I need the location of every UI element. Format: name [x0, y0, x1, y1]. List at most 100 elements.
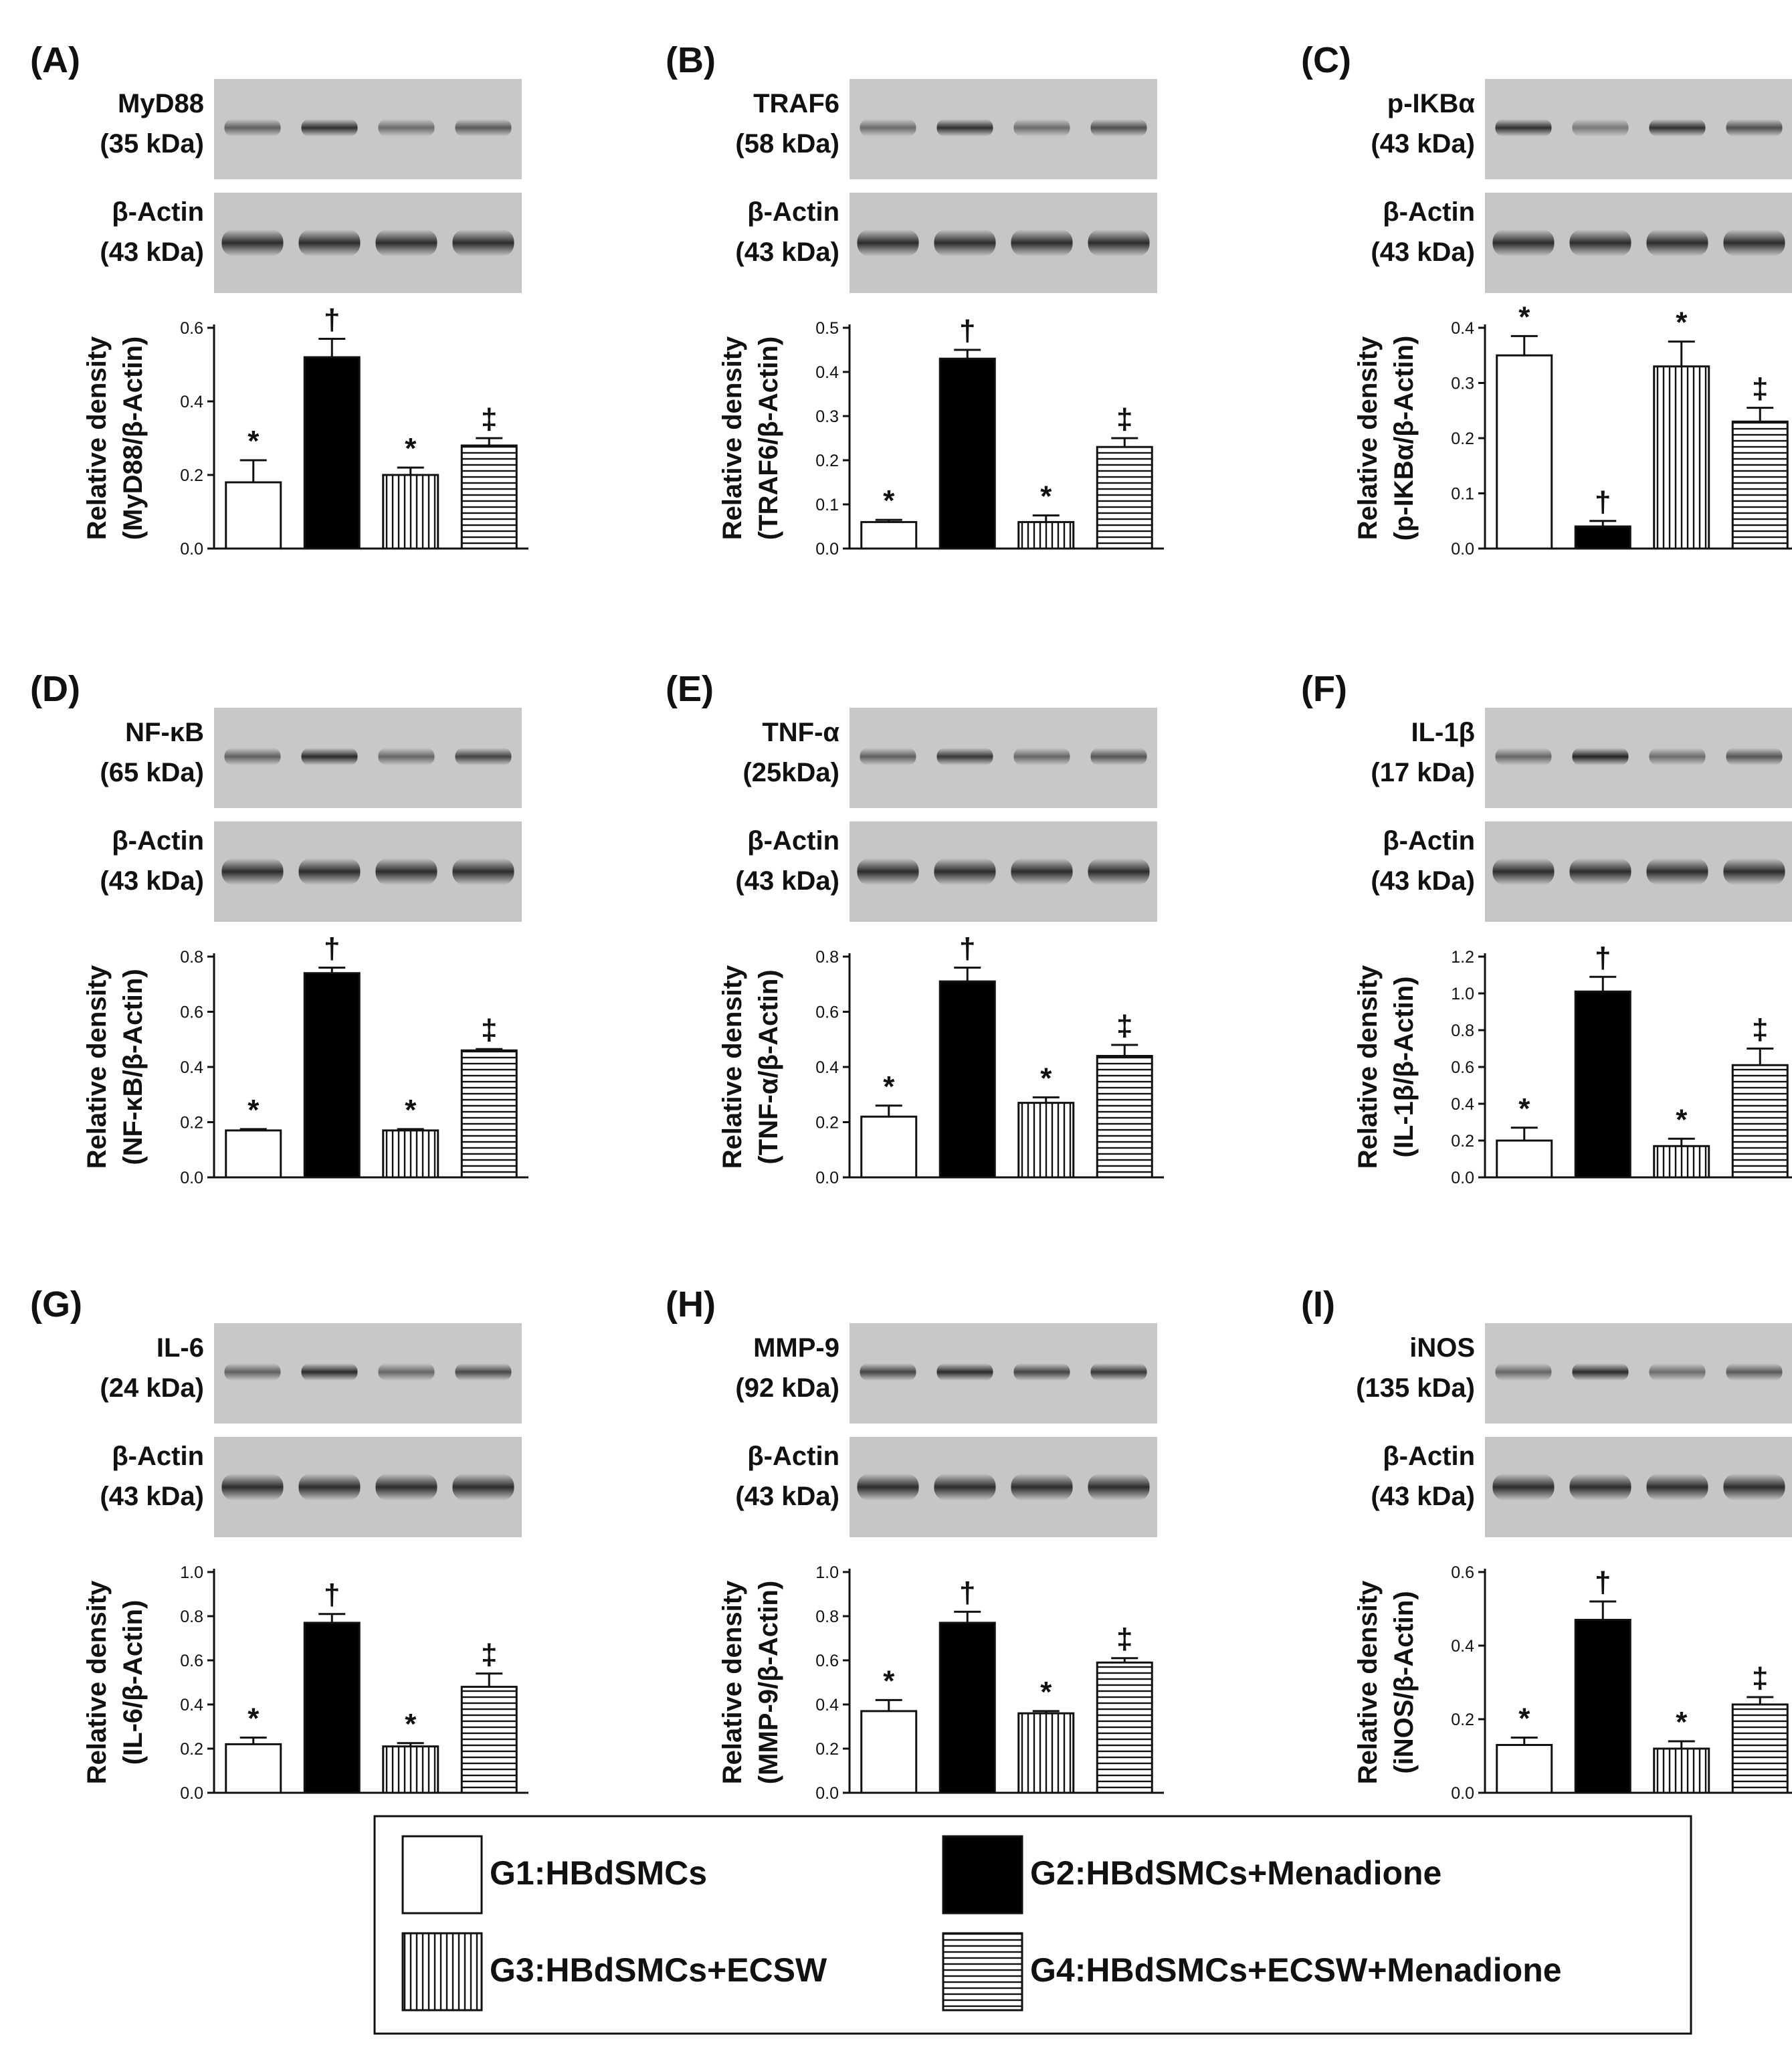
y-tick-label: 0.2 [815, 1114, 839, 1133]
actin-kda: (43 kDa) [100, 1482, 204, 1511]
significance-mark: ‡ [481, 1013, 497, 1046]
bar-g1 [225, 1743, 282, 1794]
bar-g3 [382, 474, 439, 550]
target-band [455, 748, 512, 765]
bar-g4 [460, 1049, 518, 1179]
significance-mark: * [405, 432, 417, 465]
bar-g2 [938, 357, 996, 550]
target-band [936, 119, 993, 136]
target-band [224, 119, 281, 136]
actin-band [221, 229, 284, 256]
significance-mark: * [1040, 1676, 1052, 1708]
actin-band [857, 1474, 919, 1500]
y-tick-label: 0.0 [815, 540, 839, 559]
protein-kda: (25kDa) [742, 758, 839, 787]
significance-mark: † [959, 933, 975, 965]
target-band [1726, 748, 1783, 765]
y-tick-label: 0.0 [180, 1784, 203, 1803]
significance-mark: * [247, 1702, 260, 1735]
bar-g1 [860, 1710, 918, 1794]
legend-label-g2: G2:HBdSMCs+Menadione [1030, 1854, 1441, 1892]
y-tick-label: 0.6 [1451, 1058, 1474, 1077]
y-axis-subtitle: (NF-κB/β-Actin) [118, 969, 148, 1165]
chart-panel-4: (D) NF-κB (65 kDa) β-Actin (43 kDa) 0.0 0.2 0.4… [30, 669, 528, 1187]
y-axis-title: Relative density [1353, 336, 1383, 540]
y-tick-label: 1.0 [815, 1563, 839, 1582]
actin-band [221, 858, 284, 885]
panel-label: (F) [1301, 669, 1347, 709]
y-axis-title: Relative density [1353, 965, 1383, 1169]
target-band [378, 119, 435, 136]
target-band [1495, 748, 1552, 765]
target-band [936, 748, 993, 765]
target-band [1649, 1363, 1706, 1381]
target-band [860, 748, 916, 765]
bar-g2 [303, 972, 361, 1179]
bar-g4 [1096, 1661, 1153, 1794]
legend-label-g4: G4:HBdSMCs+ECSW+Menadione [1030, 1951, 1562, 1989]
y-tick-label: 0.6 [815, 1652, 839, 1670]
actin-name: β-Actin [112, 826, 204, 856]
y-tick-label: 0.6 [815, 1003, 839, 1022]
protein-kda: (35 kDa) [100, 129, 204, 159]
y-axis-subtitle: (p-IKBα/β-Actin) [1389, 336, 1419, 541]
y-tick-label: 0.0 [1451, 1169, 1474, 1187]
chart-panel-3: (C) p-IKBα (43 kDa) β-Actin (43 kDa) 0.0 0.1 0.… [1301, 40, 1792, 559]
target-band [301, 1363, 358, 1381]
y-tick-label: 0.4 [815, 1696, 839, 1715]
target-band [1013, 1363, 1070, 1381]
target-band [224, 1363, 281, 1381]
significance-mark: ‡ [1752, 373, 1768, 405]
significance-mark: * [1676, 1706, 1688, 1739]
significance-mark: * [1040, 480, 1052, 513]
significance-mark: ‡ [481, 1638, 497, 1671]
legend: G1:HBdSMCs G2:HBdSMCs+Menadione G3:HBdSMCs… [373, 1815, 1692, 2035]
y-tick-label: 0.4 [180, 1058, 203, 1077]
target-band [378, 748, 435, 765]
actin-band [298, 858, 361, 885]
significance-mark: * [883, 1070, 895, 1103]
actin-name: β-Actin [747, 197, 839, 227]
y-tick-label: 0.0 [815, 1169, 839, 1187]
y-tick-label: 0.8 [815, 948, 839, 967]
actin-name: β-Actin [747, 1442, 839, 1471]
protein-name: NF-κB [125, 718, 204, 747]
bar-g1 [225, 1129, 282, 1179]
target-band [301, 748, 358, 765]
panel-label: (G) [30, 1284, 82, 1325]
panel-label: (H) [666, 1284, 716, 1325]
y-tick-label: 0.4 [815, 1058, 839, 1077]
y-tick-label: 0.2 [1451, 1132, 1474, 1151]
protein-kda: (43 kDa) [1371, 129, 1475, 159]
actin-band [375, 1474, 437, 1500]
y-tick-label: 1.0 [180, 1563, 203, 1582]
bar-g1 [1496, 1744, 1553, 1794]
actin-name: β-Actin [112, 197, 204, 227]
significance-mark: * [1676, 306, 1688, 339]
y-axis-subtitle: (MMP-9/β-Actin) [754, 1581, 783, 1784]
significance-mark: ‡ [1116, 1623, 1132, 1656]
y-tick-label: 0.0 [1451, 540, 1474, 559]
target-band [455, 119, 512, 136]
significance-mark: ‡ [481, 403, 497, 435]
bar-g2 [1574, 525, 1631, 550]
chart-panel-7: (G) IL-6 (24 kDa) β-Actin (43 kDa) 0.0 0.2 0.4 0… [30, 1284, 528, 1803]
protein-name: TRAF6 [753, 89, 839, 118]
significance-mark: † [324, 933, 340, 965]
actin-band [1723, 229, 1785, 256]
panel-label: (A) [30, 40, 80, 80]
y-tick-label: 0.8 [1451, 1021, 1474, 1040]
protein-kda: (24 kDa) [100, 1373, 204, 1403]
y-axis-title: Relative density [718, 1580, 747, 1784]
y-tick-label: 0.4 [180, 393, 203, 411]
y-axis-subtitle: (IL-6/β-Actin) [118, 1600, 148, 1765]
target-band [224, 748, 281, 765]
y-tick-label: 0.0 [180, 540, 203, 559]
bar-g2 [303, 1622, 361, 1794]
y-tick-label: 0.4 [1451, 319, 1474, 338]
protein-name: p-IKBα [1387, 89, 1476, 118]
legend-swatch-g2 [942, 1835, 1023, 1915]
y-tick-label: 0.0 [1451, 1784, 1474, 1803]
y-axis-subtitle: (iNOS/β-Actin) [1389, 1591, 1419, 1773]
protein-kda: (65 kDa) [100, 758, 204, 787]
